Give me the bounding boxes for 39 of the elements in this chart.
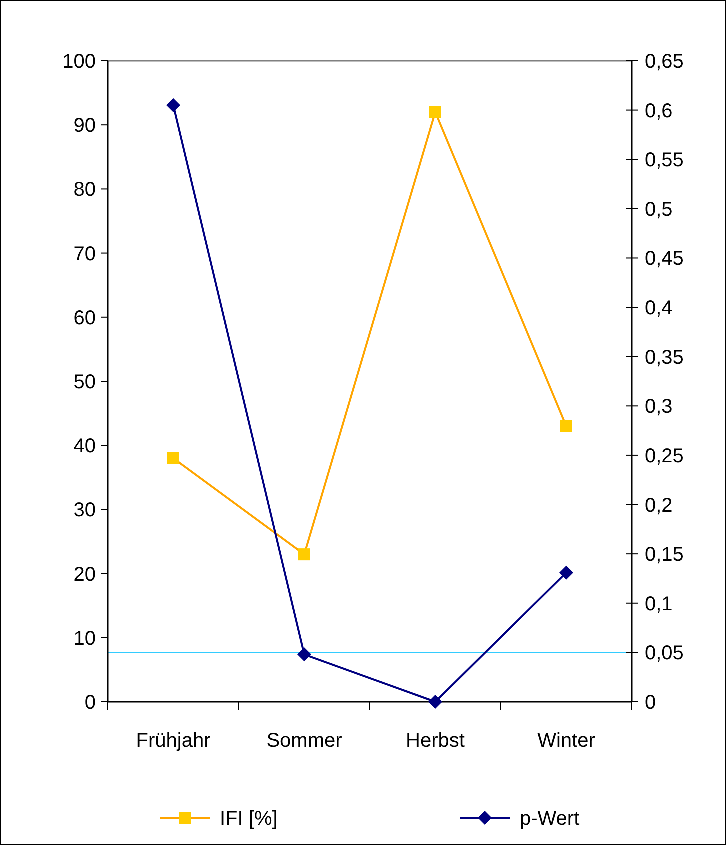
point: [298, 548, 310, 561]
y2-tick-label: 0,25: [645, 445, 684, 468]
y2-tick-label: 0,3: [645, 396, 673, 418]
y-tick-label: 40: [74, 436, 96, 458]
y-tick-label: 50: [74, 372, 96, 394]
y2-tick-label: 0,55: [645, 150, 684, 172]
y-tick-label: 90: [74, 115, 96, 138]
y2-tick-label: 0,65: [645, 51, 684, 73]
y-tick-label: 80: [74, 179, 96, 202]
x-tick-label: Winter: [538, 730, 596, 752]
y2-tick-label: 0,4: [645, 298, 673, 320]
y-tick-label: 70: [74, 243, 96, 266]
x-tick-label: Herbst: [406, 730, 466, 752]
legend-label: p-Wert: [520, 808, 580, 830]
y2-tick-label: 0,6: [645, 100, 673, 122]
x-tick-label: Frühjahr: [136, 730, 212, 752]
y-tick-label: 30: [74, 500, 96, 522]
y2-tick-label: 0,2: [645, 494, 673, 517]
y-tick-label: 20: [74, 564, 96, 586]
x-tick-label: Sommer: [266, 730, 343, 752]
y-tick-label: 10: [74, 628, 96, 650]
y2-tick-label: 0: [645, 692, 656, 714]
point: [428, 695, 442, 709]
y2-tick-label: 0,45: [645, 248, 684, 270]
y-tick-label: 0: [84, 692, 96, 714]
point: [560, 420, 572, 432]
y2-tick-label: 0,05: [645, 642, 684, 665]
y2-tick-label: 0,15: [645, 544, 684, 566]
y-tick-label: 60: [74, 307, 96, 330]
point: [560, 566, 574, 580]
point: [298, 648, 312, 662]
point: [168, 452, 180, 464]
y2-tick-label: 0,5: [645, 198, 673, 221]
point: [166, 98, 180, 112]
y2-tick-label: 0,35: [645, 346, 684, 369]
y2-tick-label: 0,1: [645, 593, 673, 616]
legend-label: IFI [%]: [220, 808, 278, 830]
y-tick-label: 100: [62, 51, 96, 73]
point: [430, 106, 442, 118]
